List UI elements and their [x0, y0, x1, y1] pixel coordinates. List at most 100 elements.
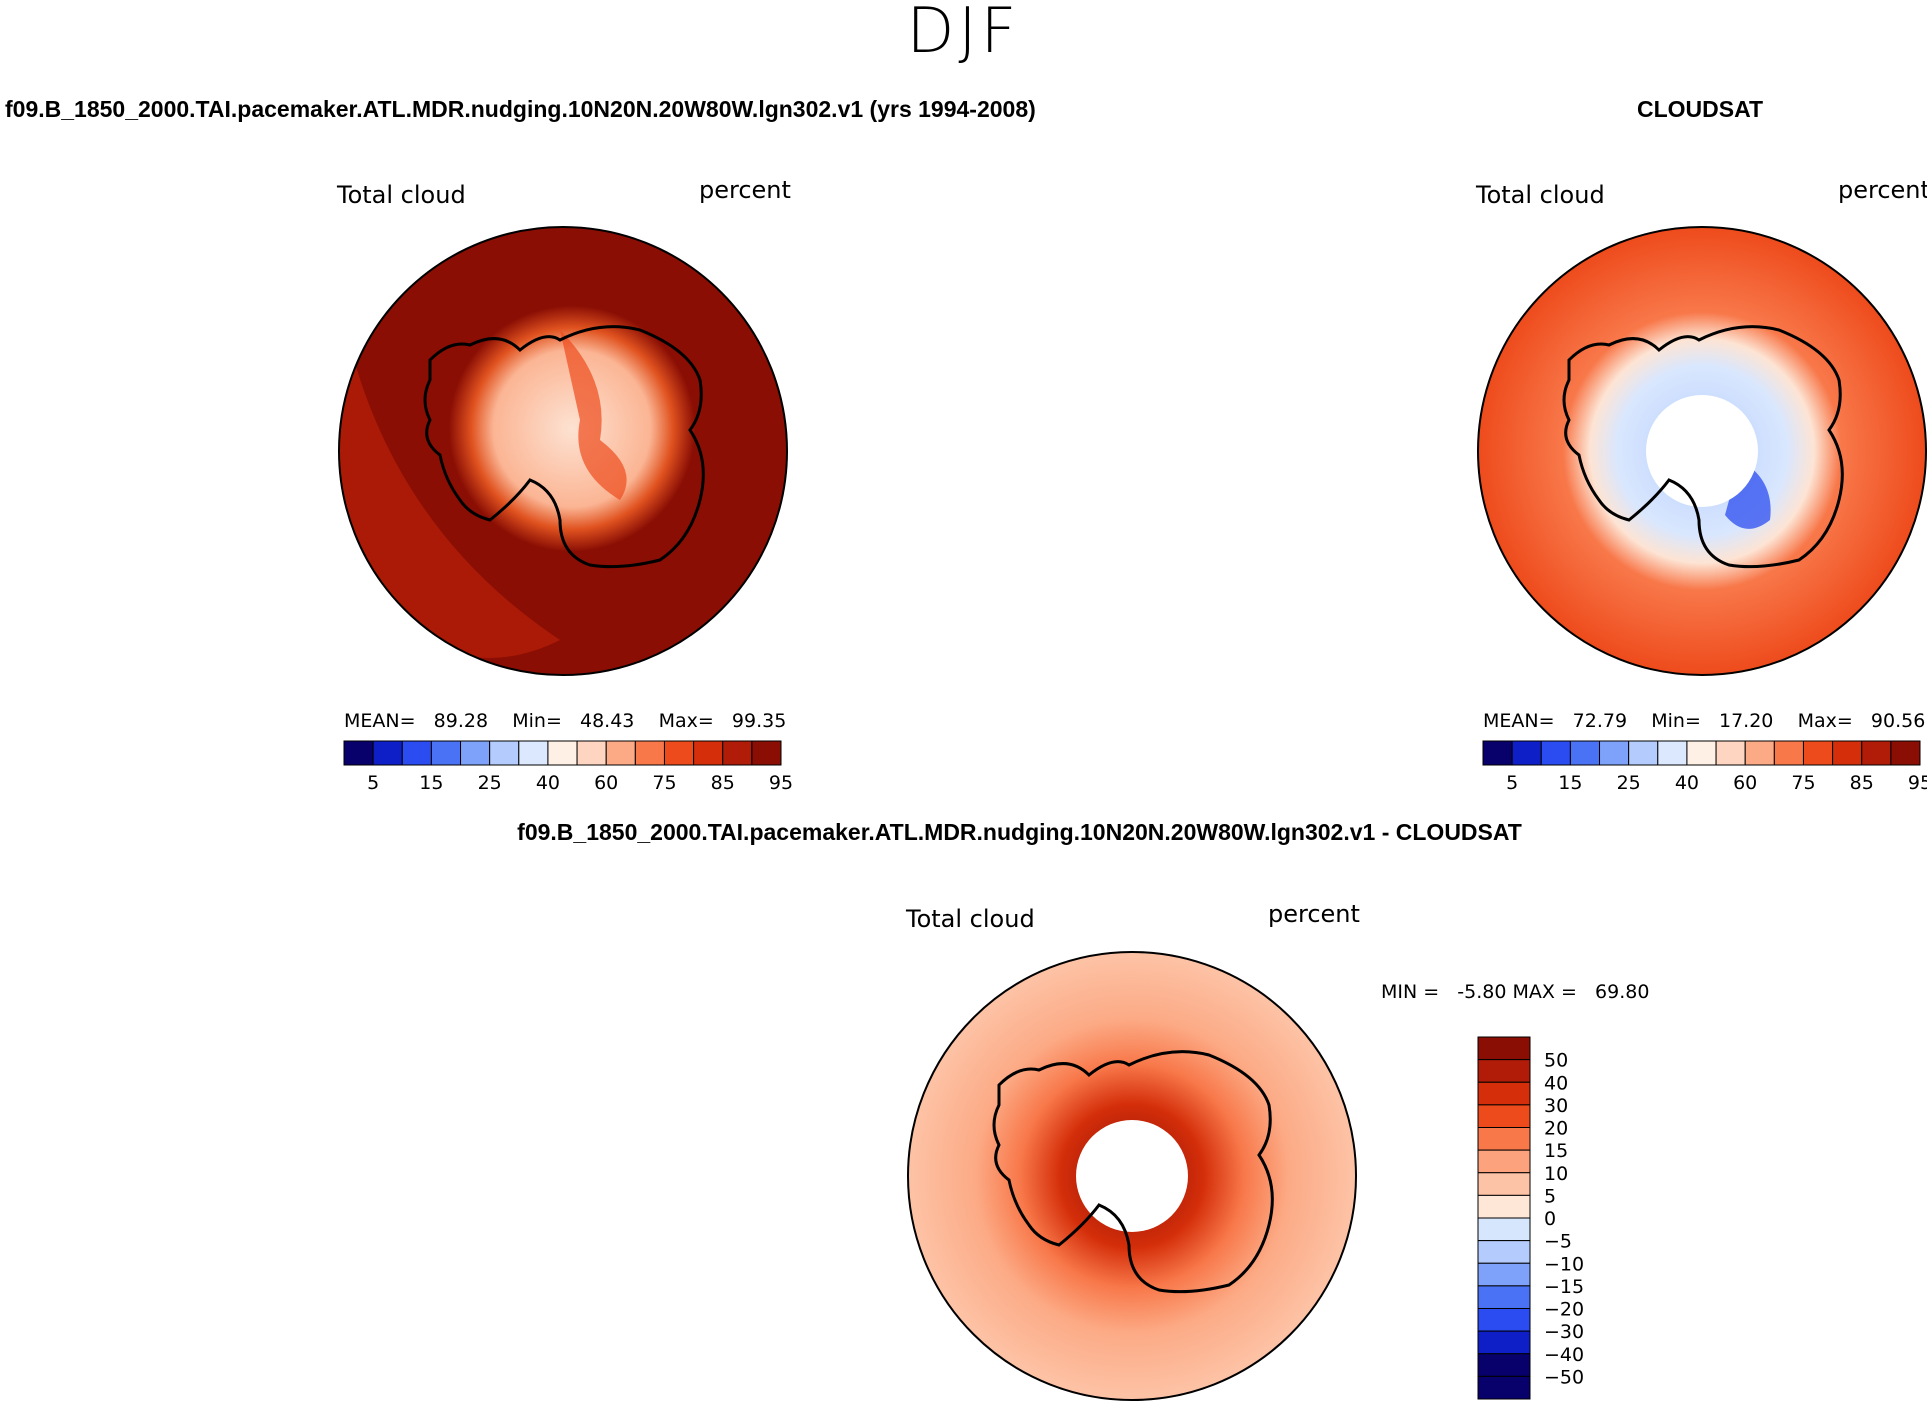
diff-colorbar-box	[1477, 1036, 1531, 1061]
obs-max-label: Max=	[1797, 710, 1853, 732]
model-map-border	[338, 226, 788, 676]
model-colorbar-tick-label: 15	[419, 772, 443, 794]
diff-colorbar-tick-label: 5	[1544, 1185, 1556, 1207]
diff-max-value: 69.80	[1595, 981, 1650, 1003]
diff-coastline	[992, 1050, 1274, 1294]
diff-colorbar-box	[1477, 1194, 1531, 1219]
model-colorbar-tick-label: 85	[711, 772, 735, 794]
model-colorbar-box	[634, 740, 665, 766]
diff-colorbar-box	[1477, 1285, 1531, 1309]
obs-colorbar-box	[1482, 740, 1513, 766]
model-variable-label: Total cloud	[337, 181, 466, 209]
diff-min-label: MIN =	[1381, 981, 1440, 1003]
diff-colorbar-box	[1477, 1262, 1531, 1287]
model-colorbar-box	[722, 740, 753, 766]
diff-colorbar-tick-label: 15	[1544, 1140, 1568, 1162]
model-colorbar-box	[401, 740, 432, 766]
model-colorbar-box	[343, 740, 374, 766]
diff-colorbar-box	[1477, 1240, 1531, 1264]
diff-stats: MIN = -5.80 MAX = 69.80	[1381, 981, 1649, 1003]
diff-colorbar-tick-label: 30	[1544, 1095, 1568, 1117]
model-colorbar-tick-label: 75	[652, 772, 676, 794]
model-colorbar-box	[372, 740, 403, 766]
model-colorbar-box	[547, 740, 578, 766]
obs-colorbar-tick-label: 85	[1850, 772, 1874, 794]
model-mean-label: MEAN=	[344, 710, 416, 732]
obs-colorbar-box	[1599, 740, 1630, 766]
diff-colorbar-box	[1477, 1172, 1531, 1196]
diff-colorbar-tick-label: −50	[1544, 1366, 1584, 1388]
model-colorbar-box	[430, 740, 462, 766]
model-colorbar: 5 15 25 40 60 75 85 95	[343, 740, 793, 794]
diff-colorbar-box	[1477, 1104, 1531, 1128]
model-colorbar-box	[460, 740, 491, 766]
obs-mean-label: MEAN=	[1483, 710, 1555, 732]
obs-colorbar-box	[1686, 740, 1717, 766]
model-colorbar-tick-label: 40	[536, 772, 560, 794]
obs-max-value: 90.56	[1870, 710, 1926, 732]
model-max-value: 99.35	[731, 710, 787, 732]
obs-colorbar-tick-label: 95	[1908, 772, 1927, 794]
obs-colorbar-tick-label: 60	[1733, 772, 1757, 794]
obs-colorbar-box	[1773, 740, 1804, 766]
obs-colorbar-box	[1569, 740, 1601, 766]
model-colorbar-box	[489, 740, 520, 766]
model-colorbar-tick-label: 5	[367, 772, 379, 794]
obs-colorbar-tick-label: 15	[1558, 772, 1582, 794]
model-colorbar-box	[518, 740, 549, 766]
diff-map-border	[907, 951, 1357, 1401]
diff-colorbar-box	[1477, 1059, 1531, 1083]
obs-missing-pole	[1646, 395, 1758, 507]
obs-colorbar-tick-label: 25	[1617, 772, 1641, 794]
obs-colorbar-box	[1890, 740, 1921, 766]
diff-colorbar-box	[1477, 1217, 1531, 1242]
model-colorbar-box	[693, 740, 724, 766]
obs-colorbar: 5 15 25 40 60 75 85 95	[1482, 740, 1927, 794]
model-min-label: Min=	[512, 710, 562, 732]
model-max-label: Max=	[658, 710, 714, 732]
model-mean-value: 89.28	[433, 710, 489, 732]
diff-colorbar-tick-label: −10	[1544, 1253, 1584, 1275]
model-colorbar-tick-label: 95	[769, 772, 793, 794]
obs-variable-label: Total cloud	[1476, 181, 1605, 209]
obs-colorbar-box	[1540, 740, 1571, 766]
diff-colorbar-tick-label: 40	[1544, 1072, 1568, 1094]
obs-colorbar-box	[1715, 740, 1746, 766]
obs-colorbar-box	[1832, 740, 1863, 766]
model-colorbar-tick-label: 25	[478, 772, 502, 794]
model-map-peninsula-region	[560, 330, 627, 500]
obs-polar-map	[1477, 226, 1927, 676]
diff-colorbar-box	[1477, 1330, 1531, 1355]
obs-colorbar-box	[1802, 740, 1834, 766]
model-coastline	[423, 325, 705, 569]
diff-max-label: MAX =	[1512, 981, 1577, 1003]
model-stats: MEAN= 89.28 Min= 48.43 Max= 99.35	[344, 710, 786, 732]
obs-colorbar-tick-label: 75	[1791, 772, 1815, 794]
model-units-label: percent	[699, 176, 791, 204]
obs-colorbar-tick-label: 5	[1506, 772, 1518, 794]
diff-colorbar-box	[1477, 1127, 1531, 1151]
obs-stats: MEAN= 72.79 Min= 17.20 Max= 90.56	[1483, 710, 1925, 732]
model-colorbar-box	[751, 740, 782, 766]
diff-colorbar-tick-label: −40	[1544, 1344, 1584, 1366]
model-min-value: 48.43	[580, 710, 635, 732]
obs-colorbar-tick-label: 40	[1675, 772, 1699, 794]
diff-min-value: -5.80	[1457, 981, 1507, 1003]
obs-colorbar-box	[1628, 740, 1659, 766]
diff-colorbar-tick-label: 10	[1544, 1163, 1568, 1185]
diff-colorbar-tick-label: −15	[1544, 1276, 1584, 1298]
diff-panel-title: f09.B_1850_2000.TAI.pacemaker.ATL.MDR.nu…	[517, 819, 1522, 845]
obs-colorbar-box	[1657, 740, 1688, 766]
obs-panel-title: CLOUDSAT	[1636, 96, 1764, 122]
obs-units-label: percent	[1838, 176, 1927, 204]
obs-coastline	[1562, 325, 1844, 569]
diff-missing-pole	[1076, 1120, 1188, 1232]
diff-colorbar-tick-label: 0	[1544, 1208, 1556, 1230]
diff-colorbar-tick-label: −30	[1544, 1321, 1584, 1343]
diff-colorbar-tick-label: −5	[1544, 1231, 1572, 1253]
model-panel-title: f09.B_1850_2000.TAI.pacemaker.ATL.MDR.nu…	[5, 96, 1036, 122]
diff-polar-map	[907, 951, 1357, 1401]
model-colorbar-box	[663, 740, 695, 766]
obs-colorbar-box	[1511, 740, 1542, 766]
